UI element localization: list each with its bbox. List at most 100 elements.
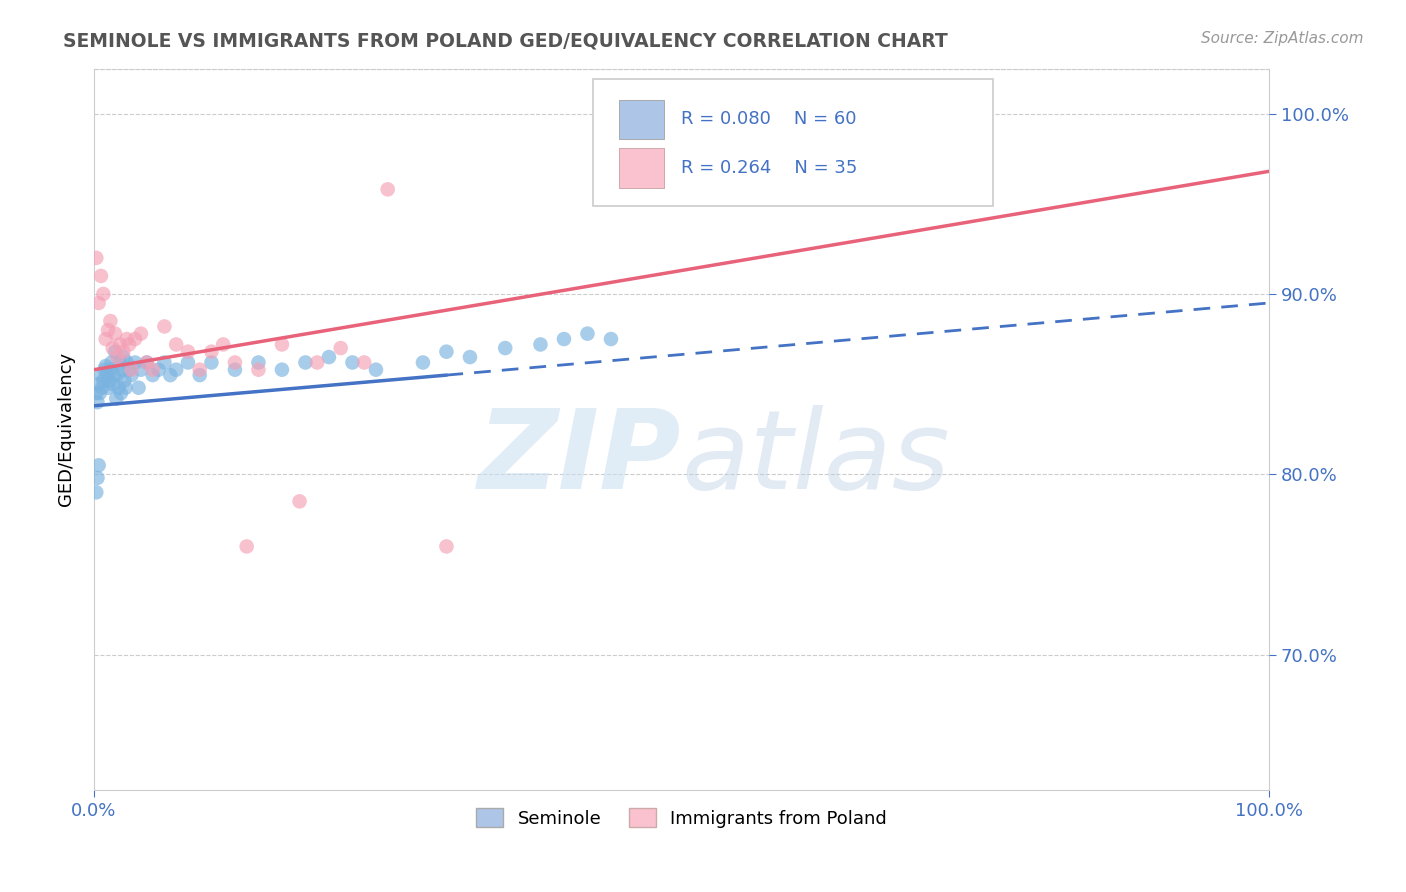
Point xyxy=(97,381,120,395)
Point xyxy=(188,362,211,376)
Point xyxy=(98,374,121,388)
Point xyxy=(436,540,458,554)
Point xyxy=(101,377,124,392)
Point xyxy=(84,251,107,265)
Point xyxy=(108,355,131,369)
Point xyxy=(124,355,146,369)
Point xyxy=(247,362,270,376)
Point xyxy=(121,368,143,383)
Point xyxy=(128,381,150,395)
Point xyxy=(165,337,187,351)
Point xyxy=(600,332,623,346)
Point xyxy=(529,337,551,351)
Point xyxy=(329,341,352,355)
Point xyxy=(177,344,200,359)
Point xyxy=(142,368,165,383)
Point xyxy=(107,381,129,395)
Point xyxy=(458,350,481,364)
Point xyxy=(115,355,138,369)
Point xyxy=(177,355,200,369)
Point xyxy=(96,368,118,383)
Point xyxy=(129,362,152,376)
Point xyxy=(235,540,257,554)
Point xyxy=(188,368,211,383)
Point xyxy=(353,355,375,369)
Point xyxy=(101,341,124,355)
Point xyxy=(91,374,114,388)
Point xyxy=(103,368,125,383)
Point xyxy=(100,314,122,328)
Point xyxy=(288,494,311,508)
Text: SEMINOLE VS IMMIGRANTS FROM POLAND GED/EQUIVALENCY CORRELATION CHART: SEMINOLE VS IMMIGRANTS FROM POLAND GED/E… xyxy=(63,31,948,50)
Point xyxy=(115,332,138,346)
Point xyxy=(90,268,112,283)
Point xyxy=(108,337,131,351)
Point xyxy=(307,355,329,369)
Point xyxy=(89,386,111,401)
Point xyxy=(159,368,181,383)
Point xyxy=(87,296,110,310)
Point xyxy=(86,471,108,485)
Point xyxy=(364,362,387,376)
Point xyxy=(494,341,516,355)
Point xyxy=(377,182,399,196)
Text: atlas: atlas xyxy=(682,405,950,512)
Point xyxy=(153,355,176,369)
Point xyxy=(135,355,157,369)
Point xyxy=(97,323,120,337)
Point xyxy=(142,362,165,376)
FancyBboxPatch shape xyxy=(593,79,993,205)
Point xyxy=(212,337,235,351)
Point xyxy=(91,287,114,301)
Point xyxy=(294,355,316,369)
Point xyxy=(224,355,246,369)
Point xyxy=(107,350,129,364)
Point xyxy=(100,362,122,376)
Point xyxy=(110,386,132,401)
Point xyxy=(412,355,434,369)
Y-axis label: GED/Equivalency: GED/Equivalency xyxy=(58,352,75,507)
Text: R = 0.080    N = 60: R = 0.080 N = 60 xyxy=(682,111,858,128)
Point xyxy=(576,326,599,341)
Point xyxy=(86,395,108,409)
Point xyxy=(118,362,141,376)
Point xyxy=(87,377,110,392)
Point xyxy=(846,106,869,120)
Point xyxy=(111,362,134,376)
Text: R = 0.264    N = 35: R = 0.264 N = 35 xyxy=(682,159,858,177)
Point xyxy=(153,319,176,334)
Point xyxy=(114,374,136,388)
Point xyxy=(129,326,152,341)
Point xyxy=(436,344,458,359)
Point xyxy=(342,355,364,369)
Point xyxy=(104,344,127,359)
Point xyxy=(118,337,141,351)
Point xyxy=(87,458,110,473)
Point xyxy=(84,485,107,500)
Point xyxy=(94,359,117,373)
Text: Source: ZipAtlas.com: Source: ZipAtlas.com xyxy=(1201,31,1364,46)
Point xyxy=(318,350,340,364)
Point xyxy=(90,368,112,383)
Text: ZIP: ZIP xyxy=(478,405,682,512)
Point xyxy=(112,344,135,359)
Point xyxy=(107,368,129,383)
Point xyxy=(553,332,575,346)
Point xyxy=(105,392,128,406)
Point xyxy=(271,337,294,351)
Point xyxy=(247,355,270,369)
Point xyxy=(84,386,107,401)
Point xyxy=(93,362,115,376)
Point xyxy=(200,344,222,359)
Point xyxy=(135,355,157,369)
Legend: Seminole, Immigrants from Poland: Seminole, Immigrants from Poland xyxy=(470,801,894,835)
Point xyxy=(114,381,136,395)
Bar xyxy=(619,148,664,187)
Bar xyxy=(619,100,664,139)
Point xyxy=(112,350,135,364)
Point xyxy=(94,332,117,346)
Point xyxy=(165,362,187,376)
Point xyxy=(148,362,170,376)
Point xyxy=(100,355,122,369)
Point xyxy=(200,355,222,369)
